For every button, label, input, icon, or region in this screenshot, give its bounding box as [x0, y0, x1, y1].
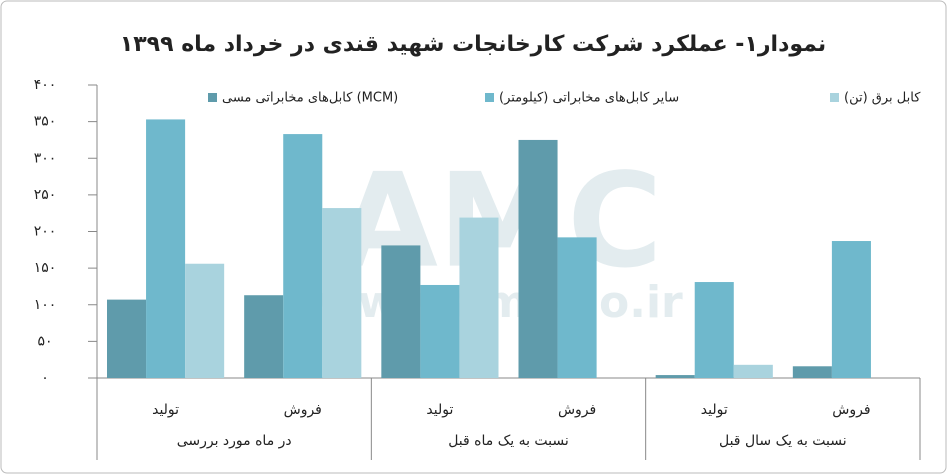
legend-label: سایر کابل‌های مخابراتی (کیلومتر)	[499, 91, 679, 106]
bar	[694, 282, 734, 378]
y-tick-label: ۱۰۰	[34, 297, 57, 313]
legend-label: کابل‌های مخابراتی مسی (MCM)	[222, 91, 398, 106]
legend-swatch	[830, 93, 839, 102]
watermark: www.amc-co.ir	[317, 277, 683, 328]
bar	[655, 375, 695, 378]
bar	[518, 139, 558, 378]
x-tick-label: تولید	[152, 402, 179, 418]
bar	[557, 237, 597, 378]
y-tick-label: ۳۵۰	[34, 114, 57, 130]
legend-label: کابل برق (تن)	[844, 91, 921, 106]
y-tick-label: ۳۰۰	[34, 150, 57, 166]
bar	[322, 208, 362, 378]
bar	[792, 366, 832, 378]
y-tick-label: ۱۵۰	[34, 260, 57, 276]
bar	[420, 284, 460, 378]
x-tick-label: فروش	[558, 402, 596, 418]
group-label: در ماه مورد بررسی	[177, 433, 292, 449]
y-tick-label: ۰	[41, 370, 49, 386]
bar	[459, 217, 499, 378]
bar	[107, 299, 147, 378]
x-tick-label: فروش	[284, 402, 322, 418]
y-tick-label: ۵۰	[37, 333, 52, 349]
chart-title: نمودار۱- عملکرد شرکت کارخانجات شهید قندی…	[120, 32, 826, 57]
bar	[185, 263, 225, 378]
legend-swatch	[208, 93, 217, 102]
x-tick-label: فروش	[832, 402, 870, 418]
bar	[146, 119, 186, 379]
bar	[381, 245, 421, 378]
bar	[733, 364, 773, 378]
y-tick-label: ۲۰۰	[34, 224, 57, 240]
y-tick-label: ۴۰۰	[34, 77, 57, 93]
bar	[283, 134, 323, 378]
x-tick-label: تولید	[426, 402, 453, 418]
bar	[244, 295, 284, 378]
group-label: نسبت به یک ماه قبل	[448, 433, 569, 449]
bar	[831, 241, 871, 378]
legend-swatch	[485, 93, 494, 102]
y-tick-label: ۲۵۰	[34, 187, 57, 203]
x-tick-label: تولید	[701, 402, 728, 418]
group-label: نسبت به یک سال قبل	[719, 433, 847, 449]
